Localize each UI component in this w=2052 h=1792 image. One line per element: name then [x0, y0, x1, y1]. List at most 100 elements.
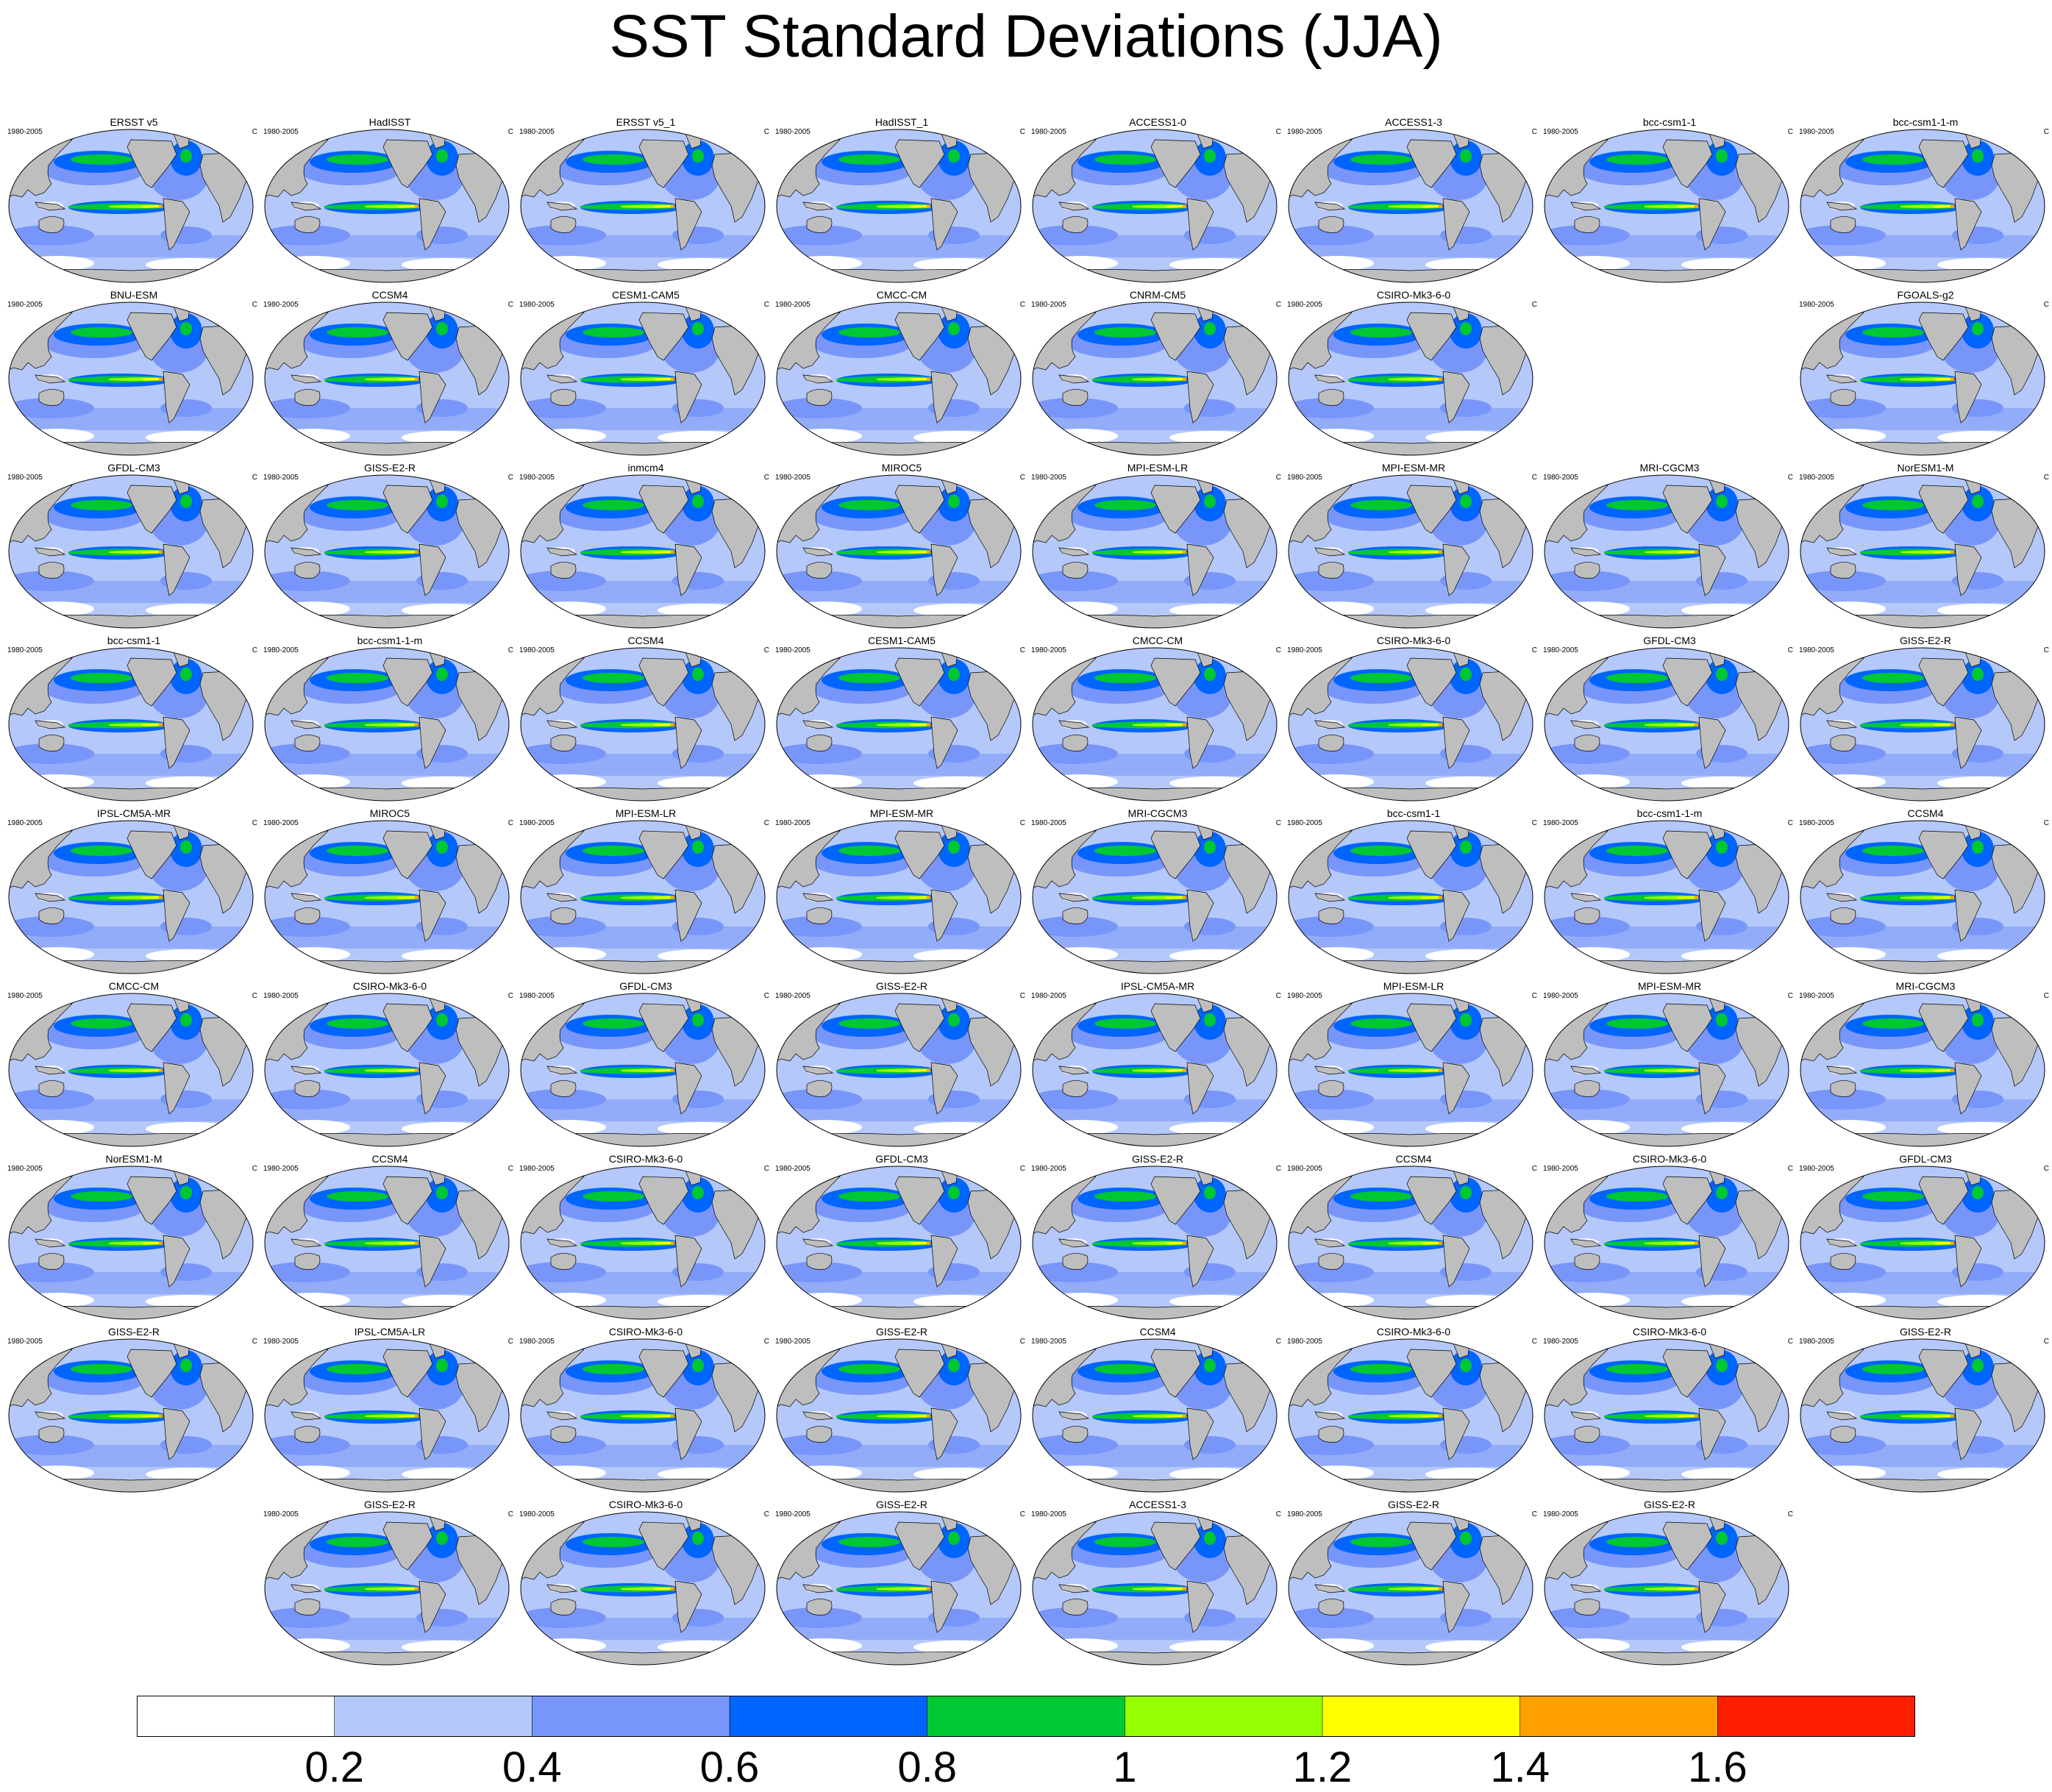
panel-period: 1980-2005 [1543, 128, 1578, 136]
panel-title: CSIRO-Mk3-6-0 [608, 1153, 683, 1165]
map-panel: FGOALS-g2 1980-2005 C [1798, 289, 2052, 458]
colorbar-tick-label: 0.2 [304, 1743, 364, 1791]
panel-period: 1980-2005 [1287, 1510, 1322, 1518]
panel-period: 1980-2005 [1543, 474, 1578, 482]
map-panel: CSIRO-Mk3-6-0 1980-2005 C [518, 1326, 774, 1495]
panel-period: 1980-2005 [519, 128, 555, 136]
sst-map [776, 1338, 1022, 1493]
panel-units: C [1531, 301, 1537, 309]
panel-period: 1980-2005 [1031, 646, 1066, 654]
panel-period: 1980-2005 [775, 992, 811, 1000]
map-panel: NorESM1-M 1980-2005 C [6, 1153, 262, 1322]
panel-title: GISS-E2-R [875, 1326, 927, 1338]
map-panel: CSIRO-Mk3-6-0 1980-2005 C [518, 1499, 774, 1668]
panel-units: C [252, 646, 257, 654]
map-panel: CSIRO-Mk3-6-0 1980-2005 C [1286, 635, 1542, 804]
panel-period: 1980-2005 [7, 646, 43, 654]
panel-period: 1980-2005 [1543, 819, 1578, 827]
sst-map [264, 1511, 510, 1666]
panel-title: GISS-E2-R [1643, 1499, 1695, 1510]
panel-units: C [507, 128, 513, 136]
panel-period: 1980-2005 [1031, 992, 1066, 1000]
panel-units: C [1531, 128, 1537, 136]
colorbar-tick-label: 1.4 [1490, 1743, 1550, 1791]
panel-period: 1980-2005 [7, 474, 43, 482]
panel-units: C [1531, 992, 1537, 1000]
panel-units: C [252, 819, 257, 827]
map-panel: MPI-ESM-LR 1980-2005 C [518, 807, 774, 977]
map-panel: GISS-E2-R 1980-2005 C [774, 1499, 1030, 1668]
panel-period: 1980-2005 [1799, 819, 1834, 827]
panel-period: 1980-2005 [263, 1338, 299, 1346]
map-panel: CMCC-CM 1980-2005 C [6, 980, 262, 1149]
map-panel: CCSM4 1980-2005 C [1286, 1153, 1542, 1322]
map-panel: bcc-csm1-1 1980-2005 C [1286, 807, 1542, 977]
panel-units: C [507, 301, 513, 309]
panel-units: C [1531, 1165, 1537, 1173]
panel-units: C [507, 819, 513, 827]
panel-units: C [1019, 819, 1025, 827]
panel-title: MPI-ESM-LR [615, 807, 677, 819]
panel-title: MRI-CGCM3 [1127, 807, 1188, 819]
map-panel: bcc-csm1-1 1980-2005 C [6, 635, 262, 804]
sst-map [264, 301, 510, 456]
panel-units: C [252, 301, 257, 309]
panel-period: 1980-2005 [519, 1165, 555, 1173]
figure-title: SST Standard Deviations (JJA) [609, 3, 1443, 70]
sst-map [8, 1165, 254, 1320]
panel-title: CSIRO-Mk3-6-0 [1632, 1153, 1707, 1165]
sst-map [1288, 474, 1533, 629]
sst-map [1544, 820, 1789, 974]
panel-period: 1980-2005 [1287, 301, 1322, 309]
sst-map [1800, 647, 2045, 802]
panel-units: C [1275, 128, 1281, 136]
panel-title: CSIRO-Mk3-6-0 [608, 1326, 683, 1338]
map-panel: GFDL-CM3 1980-2005 C [518, 980, 774, 1149]
panel-title: MRI-CGCM3 [1895, 980, 1956, 992]
panel-period: 1980-2005 [1799, 474, 1834, 482]
panel-period: 1980-2005 [1031, 1510, 1066, 1518]
colorbar-labels: 0.2 0.4 0.6 0.8 1 1.2 1.4 1.6 [0, 1743, 2052, 1791]
panel-title: CCSM4 [1395, 1153, 1432, 1165]
panel-units: C [1787, 992, 1793, 1000]
sst-map [1288, 993, 1533, 1147]
map-panel: bcc-csm1-1-m 1980-2005 C [1542, 807, 1798, 977]
sst-map [1288, 1165, 1533, 1320]
sst-map [1288, 1338, 1533, 1493]
panel-units: C [1019, 646, 1025, 654]
map-panel: GISS-E2-R 1980-2005 C [1798, 1326, 2052, 1495]
colorbar-box [1520, 1696, 1718, 1737]
panel-period: 1980-2005 [263, 819, 299, 827]
panel-units: C [507, 474, 513, 482]
map-panel: IPSL-CM5A-MR 1980-2005 C [1030, 980, 1286, 1149]
panel-period: 1980-2005 [775, 646, 811, 654]
panel-title: CESM1-CAM5 [612, 289, 680, 301]
map-panel: CCSM4 1980-2005 C [518, 635, 774, 804]
panel-title: GFDL-CM3 [1643, 635, 1696, 646]
panel-title: BNU-ESM [110, 289, 158, 301]
map-panel: ACCESS1-3 1980-2005 C [1286, 116, 1542, 285]
panel-units: C [1787, 819, 1793, 827]
panel-units: C [1787, 128, 1793, 136]
panel-period: 1980-2005 [7, 1338, 43, 1346]
map-panel: GISS-E2-R 1980-2005 C [1798, 635, 2052, 804]
panel-units: C [1019, 474, 1025, 482]
panel-units: C [507, 1338, 513, 1346]
sst-map [1800, 474, 2045, 629]
sst-map [1544, 1338, 1789, 1493]
panel-period: 1980-2005 [775, 474, 811, 482]
panel-period: 1980-2005 [519, 1510, 555, 1518]
map-panel: MPI-ESM-MR 1980-2005 C [1286, 462, 1542, 631]
panel-title: GISS-E2-R [875, 980, 927, 992]
panel-units: C [1531, 1510, 1537, 1518]
panel-period: 1980-2005 [1799, 646, 1834, 654]
sst-map [264, 993, 510, 1147]
panel-title: IPSL-CM5A-MR [96, 807, 171, 819]
colorbar-box [532, 1696, 730, 1737]
panel-title: CMCC-CM [108, 980, 160, 992]
panel-title: GISS-E2-R [363, 462, 416, 474]
panel-title: CNRM-CM5 [1129, 289, 1186, 301]
panel-title: GFDL-CM3 [1899, 1153, 1952, 1165]
sst-map [1544, 647, 1789, 802]
sst-map [776, 474, 1022, 629]
